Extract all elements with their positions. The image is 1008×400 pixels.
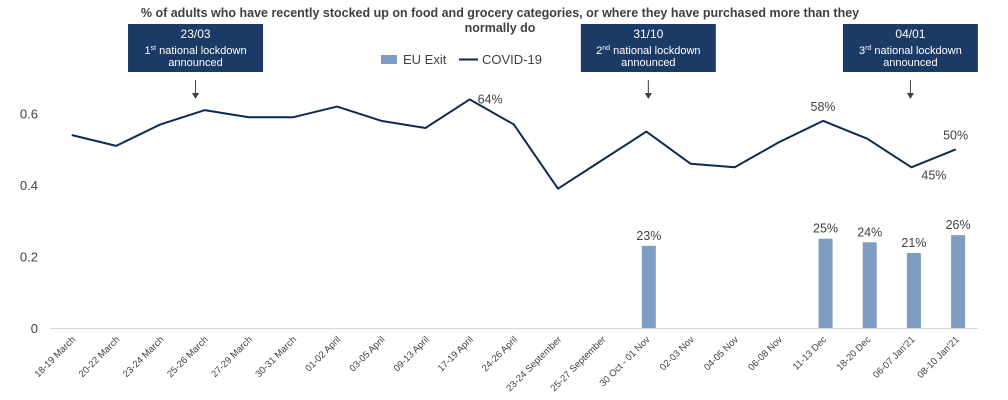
covid-19-point xyxy=(71,134,73,136)
data-labels: 23% 25% 24% 21% 26% 64% 58% 45% 50% xyxy=(478,92,971,250)
eu-exit-data-label: 21% xyxy=(901,236,926,250)
covid-19-point xyxy=(513,123,515,125)
covid-19-point xyxy=(248,116,250,118)
x-tick-label: 06-07 Jan'21 xyxy=(871,334,917,380)
callout-line-2: announced xyxy=(168,57,222,69)
covid-19-point xyxy=(469,98,471,100)
callout-ordinal-suffix: rd xyxy=(865,45,871,52)
callout-ordinal-suffix: nd xyxy=(602,45,610,52)
covid-19-point xyxy=(910,166,912,168)
covid-19-point xyxy=(690,163,692,165)
callout-date: 31/10 xyxy=(633,27,663,41)
x-tick-label: 24-26 April xyxy=(480,334,520,374)
x-tick-label: 11-13 Dec xyxy=(791,334,829,372)
x-tick-label: 02-03 Nov xyxy=(658,334,697,373)
covid-19-data-label: 50% xyxy=(943,128,968,142)
eu-exit-bar xyxy=(862,242,877,328)
x-tick-label: 09-13 April xyxy=(392,334,432,374)
callout-line-1-rest: national lockdown xyxy=(610,45,701,57)
x-tick-label: 27-29 March xyxy=(209,334,254,379)
y-axis: 0 0.2 0.4 0.6 xyxy=(20,107,38,336)
callout-date: 04/01 xyxy=(895,27,925,41)
eu-exit-data-label: 25% xyxy=(813,222,838,236)
x-tick-label: 08-10 Jan'21 xyxy=(915,334,961,380)
callout-line-1: 3rd national lockdown xyxy=(859,45,962,57)
eu-exit-data-label: 24% xyxy=(857,225,882,239)
covid-19-point xyxy=(159,123,161,125)
covid-19-point xyxy=(778,141,780,143)
y-tick-label: 0.4 xyxy=(20,178,38,193)
callout-line-2: announced xyxy=(883,57,937,69)
callout-ordinal-number: 2 xyxy=(596,45,602,57)
covid-19-data-label: 45% xyxy=(921,168,946,182)
callout-arrow-head xyxy=(644,93,652,99)
covid-19-line xyxy=(71,98,957,190)
eu-exit-bar xyxy=(906,253,921,328)
legend: EU Exit COVID-19 xyxy=(381,52,542,67)
callout-arrow-head xyxy=(192,93,200,99)
covid-19-point xyxy=(115,145,117,147)
eu-exit-bar xyxy=(641,245,656,328)
covid-19-point xyxy=(601,159,603,161)
covid-19-point xyxy=(955,148,957,150)
x-tick-label: 17-19 April xyxy=(436,334,476,374)
eu-exit-bar xyxy=(951,235,966,328)
covid-19-point xyxy=(822,120,824,122)
x-tick-label: 18-19 March xyxy=(33,334,78,379)
callout-line-1: 2nd national lockdown xyxy=(596,45,700,57)
legend-label-covid-19: COVID-19 xyxy=(482,52,542,67)
x-tick-label: 23-24 March xyxy=(121,334,166,379)
y-tick-label: 0 xyxy=(31,321,38,336)
covid-19-data-label: 64% xyxy=(478,92,503,106)
covid-19-point xyxy=(734,166,736,168)
x-tick-label: 18-20 Dec xyxy=(835,334,874,373)
callout-ordinal-suffix: st xyxy=(151,45,157,52)
legend-swatch-eu-exit xyxy=(381,55,397,64)
covid-19-point xyxy=(380,120,382,122)
covid-19-data-label: 58% xyxy=(811,100,836,114)
eu-exit-bars xyxy=(641,235,966,328)
callout-box xyxy=(580,24,716,72)
x-tick-label: 01-02 April xyxy=(303,334,343,374)
x-tick-label: 03-05 April xyxy=(347,334,387,374)
y-tick-label: 0.2 xyxy=(20,250,38,265)
covid-19-point xyxy=(336,106,338,108)
callout-ordinal-number: 1 xyxy=(144,45,150,57)
covid-19-point xyxy=(424,127,426,129)
covid-19-point xyxy=(866,138,868,140)
callout-line-1: 1st national lockdown xyxy=(144,45,246,57)
covid-19-point xyxy=(292,116,294,118)
eu-exit-data-label: 26% xyxy=(946,218,971,232)
y-tick-label: 0.6 xyxy=(20,107,38,122)
legend-label-eu-exit: EU Exit xyxy=(403,52,447,67)
x-tick-label: 04-05 Nov xyxy=(702,334,741,373)
eu-exit-data-label: 23% xyxy=(636,229,661,243)
callout-box xyxy=(842,24,978,72)
callout-line-2: announced xyxy=(621,57,675,69)
callout-arrow-head xyxy=(906,93,914,99)
x-tick-label: 30-31 March xyxy=(254,334,299,379)
chart-title-line-1: % of adults who have recently stocked up… xyxy=(141,6,859,20)
chart-title-line-2: normally do xyxy=(465,21,536,35)
eu-exit-bar xyxy=(818,238,833,328)
callout-date: 23/03 xyxy=(181,27,211,41)
covid-19-point xyxy=(645,131,647,133)
covid-19-point xyxy=(557,188,559,190)
covid-19-point xyxy=(204,109,206,111)
callout-line-1-rest: national lockdown xyxy=(871,45,962,57)
x-tick-label: 06-08 Nov xyxy=(746,334,785,373)
x-tick-label: 20-22 March xyxy=(77,334,122,379)
callout-ordinal-number: 3 xyxy=(859,45,865,57)
callout-box xyxy=(128,24,264,72)
x-tick-label: 25-26 March xyxy=(165,334,210,379)
callout-line-1-rest: national lockdown xyxy=(156,45,247,57)
